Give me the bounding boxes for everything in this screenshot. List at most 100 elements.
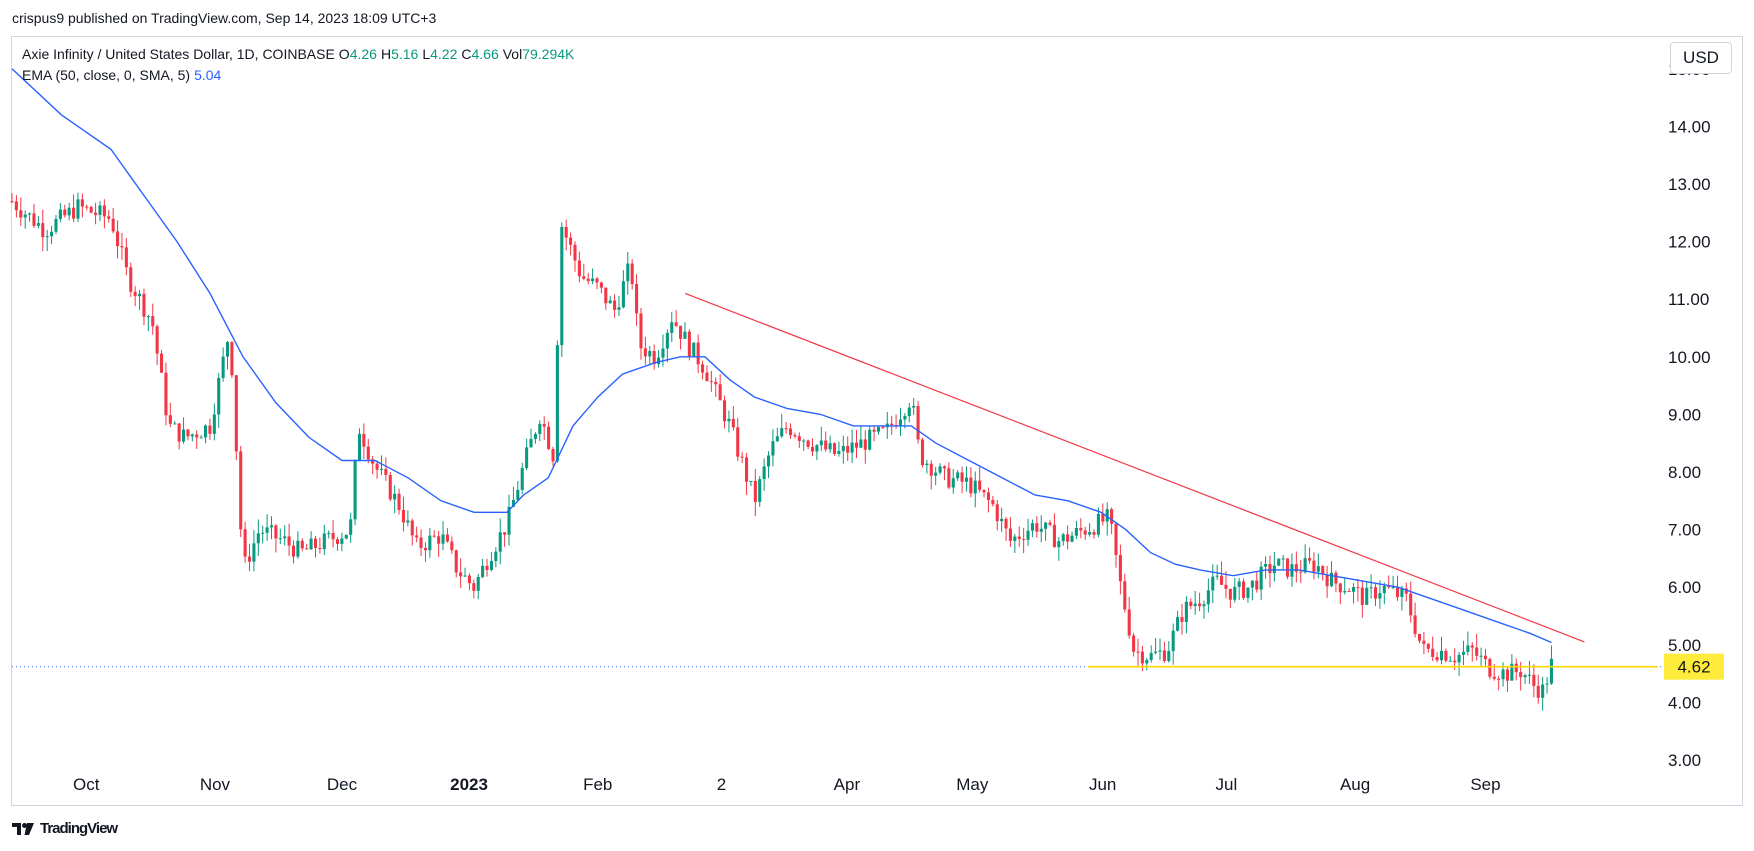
ema-line (11, 68, 1552, 644)
price-tick-label: 10.00 (1668, 348, 1711, 367)
close-label: C (461, 46, 472, 62)
candle-body (305, 548, 309, 550)
candle-body (296, 540, 300, 557)
candle-body (269, 525, 274, 528)
candle-body (1264, 564, 1268, 567)
candle-body (1044, 522, 1048, 529)
candle-body (1026, 530, 1030, 540)
candle-body (766, 455, 771, 467)
candle-body (195, 434, 199, 438)
candle-body (555, 345, 559, 462)
candle-body (643, 348, 647, 357)
candle-body (516, 489, 520, 501)
candle-body (1453, 660, 1457, 663)
last-price-tag (1664, 653, 1724, 680)
candle-body (740, 456, 744, 458)
candle-body (1176, 617, 1180, 631)
candle-body (1250, 580, 1254, 588)
candle-body (23, 214, 27, 218)
symbol-title[interactable]: Axie Infinity / United States Dollar, 1D… (22, 46, 335, 62)
candle-body (1391, 587, 1395, 589)
candle-body (679, 325, 683, 339)
candle-body (1162, 650, 1166, 661)
candle-body (1145, 660, 1149, 664)
candle-body (582, 276, 586, 279)
close-value: 4.66 (471, 46, 499, 62)
candle-body (1413, 615, 1417, 634)
candle-body (1312, 560, 1316, 572)
candle-body (1189, 601, 1193, 606)
candle-body (146, 316, 150, 318)
candle-body (1387, 585, 1391, 588)
candle-body (630, 263, 634, 285)
candle-body (72, 207, 76, 219)
candle-body (1483, 655, 1488, 660)
candle-body (397, 493, 401, 510)
candle-body (1048, 522, 1052, 525)
candle-body (696, 342, 700, 365)
candle-body (718, 384, 722, 401)
candle-body (1431, 648, 1435, 658)
candle-body (824, 440, 828, 450)
candle-body (393, 493, 397, 500)
candle-body (533, 433, 537, 439)
candle-body (942, 466, 947, 469)
chart-frame[interactable] (11, 36, 1743, 806)
candle-body (362, 433, 366, 447)
candle-body (850, 442, 854, 453)
candle-body (1083, 530, 1087, 535)
candle-body (1470, 645, 1474, 648)
candle-body (1149, 652, 1153, 661)
candle-body (450, 541, 454, 551)
candle-body (331, 532, 335, 540)
candle-body (604, 287, 608, 304)
candle-body (151, 316, 155, 327)
candle-body (1030, 523, 1034, 531)
candle-body (969, 477, 973, 494)
candle-body (986, 492, 990, 501)
candle-body (1532, 674, 1536, 686)
candle-body (283, 536, 287, 539)
candle-body (907, 407, 911, 417)
candle-body (318, 548, 322, 550)
candle-body (208, 425, 212, 434)
candle-body (445, 534, 449, 542)
candle-body (50, 231, 54, 237)
candle-body (225, 342, 230, 357)
candle-body (428, 535, 432, 551)
candle-body (639, 313, 643, 349)
open-value: 4.26 (349, 46, 377, 62)
candle-body (1233, 586, 1237, 600)
candle-body (1417, 633, 1422, 641)
candle-body (1242, 581, 1246, 598)
candle-body (1180, 617, 1184, 622)
candle-body (692, 342, 696, 357)
candle-body (1088, 532, 1092, 535)
candle-body (1541, 684, 1545, 698)
candle-body (714, 381, 718, 385)
candle-body (736, 427, 740, 457)
candle-body (476, 576, 480, 591)
currency-button[interactable]: USD (1670, 42, 1732, 74)
candle-body (960, 472, 964, 482)
candle-body (1184, 601, 1188, 622)
candle-body (872, 429, 876, 432)
candle-body (1378, 593, 1382, 599)
candle-body (1246, 587, 1250, 598)
candle-body (837, 451, 841, 454)
candle-body (252, 543, 256, 562)
candle-body (41, 223, 45, 238)
candle-body (1523, 675, 1527, 678)
footer-branding[interactable]: TradingView (12, 820, 118, 837)
candle-body (1017, 536, 1021, 540)
candle-body (731, 418, 735, 428)
candle-body (1347, 591, 1351, 593)
candle-body (617, 307, 621, 310)
candle-body (349, 519, 353, 535)
candle-body (1307, 558, 1312, 561)
ema-label[interactable]: EMA (50, close, 0, SMA, 5) (22, 67, 191, 83)
candle-body (1101, 513, 1105, 522)
candle-body (94, 212, 98, 215)
candle-body (67, 207, 71, 216)
